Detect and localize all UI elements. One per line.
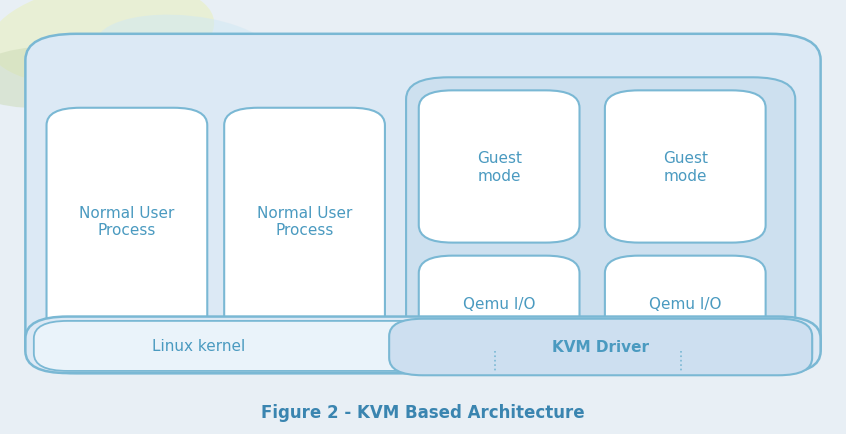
- Text: Normal User
Process: Normal User Process: [257, 205, 352, 237]
- Ellipse shape: [0, 47, 118, 109]
- Ellipse shape: [96, 16, 277, 89]
- Text: Guest
mode: Guest mode: [662, 151, 708, 183]
- Text: Guest
mode: Guest mode: [476, 151, 522, 183]
- FancyBboxPatch shape: [389, 319, 812, 375]
- Text: Normal User
Process: Normal User Process: [80, 205, 174, 237]
- FancyBboxPatch shape: [47, 108, 207, 334]
- FancyBboxPatch shape: [25, 317, 821, 373]
- FancyBboxPatch shape: [605, 256, 766, 352]
- FancyBboxPatch shape: [419, 256, 580, 352]
- Ellipse shape: [0, 0, 214, 86]
- FancyBboxPatch shape: [605, 91, 766, 243]
- Text: Qemu I/O: Qemu I/O: [649, 296, 722, 311]
- Text: KVM Driver: KVM Driver: [552, 340, 649, 355]
- Text: Figure 2 - KVM Based Architecture: Figure 2 - KVM Based Architecture: [261, 403, 585, 421]
- Text: Linux kernel: Linux kernel: [152, 339, 245, 354]
- FancyBboxPatch shape: [419, 91, 580, 243]
- FancyBboxPatch shape: [34, 321, 812, 371]
- FancyBboxPatch shape: [224, 108, 385, 334]
- FancyBboxPatch shape: [406, 78, 795, 352]
- FancyBboxPatch shape: [25, 35, 821, 373]
- Text: Qemu I/O: Qemu I/O: [463, 296, 536, 311]
